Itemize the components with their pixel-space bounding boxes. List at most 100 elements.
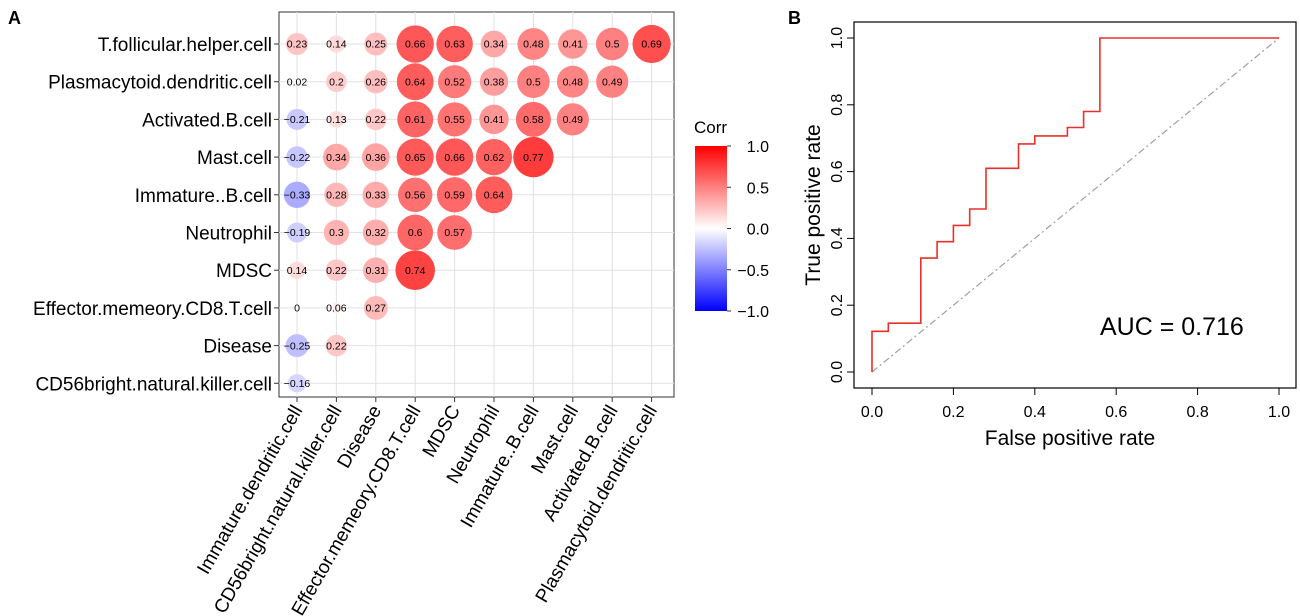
corr-circle	[397, 101, 434, 138]
corr-value-label: 0.32	[366, 227, 387, 239]
corr-circle	[396, 138, 434, 176]
corr-value-label: 0.3	[329, 227, 344, 239]
roc-plot-frame	[853, 21, 1297, 389]
y-tick-label: 0.8	[829, 94, 846, 116]
corr-cells: 0.23 0.14 0.25 0.66 0.63 0.34 0.48 0.41 0.5 0.69 0…	[283, 24, 671, 393]
corr-circle	[286, 108, 308, 130]
corr-circle	[513, 136, 554, 178]
corr-circle	[323, 219, 349, 246]
corr-circle	[435, 138, 474, 176]
corr-circle	[517, 28, 550, 60]
corr-value-label: 0.77	[523, 152, 544, 164]
corr-value-label: 0.64	[484, 190, 505, 202]
corr-value-label: 0.06	[326, 303, 347, 315]
corr-value-label: 0.41	[484, 114, 505, 126]
corr-value-label: −0.19	[284, 227, 311, 239]
row-label: Plasmacytoid.dendritic.cell	[48, 73, 272, 94]
corr-value-label: 0.2	[329, 76, 344, 88]
x-tick-label: 1.0	[1268, 404, 1290, 421]
corr-value-label: 0.28	[326, 190, 347, 202]
legend-tick-label: 1.0	[747, 139, 769, 156]
corr-value-label: 0.49	[602, 76, 623, 88]
corr-value-label: 0.48	[563, 76, 584, 88]
corr-value-label: 0.36	[366, 152, 387, 164]
roc-axes: 0.0 0.0 0.2 0.2 0.4 0.4 0.6 0.6 0.8 0.8 1.0 1.0	[829, 27, 1290, 421]
corr-circle	[475, 176, 513, 214]
legend-tick-label: 0.0	[747, 222, 769, 239]
corr-circle	[328, 111, 345, 128]
x-tick-label: 0.4	[1024, 404, 1046, 421]
corr-circle	[293, 78, 301, 85]
row-label: MDSC	[216, 261, 272, 282]
legend-tick-label: −0.5	[737, 263, 769, 280]
x-tick-label: 0.0	[861, 404, 883, 421]
row-labels: T.follicular.helper.cell Plasmacytoid.den…	[33, 35, 279, 395]
corr-circle	[287, 374, 307, 393]
corr-value-label: 0.26	[366, 76, 387, 88]
corr-circle	[437, 215, 472, 250]
corr-value-label: 0.66	[444, 152, 465, 164]
corr-value-label: 0.52	[444, 76, 465, 88]
corr-value-label: 0.57	[444, 227, 465, 239]
corr-value-label: 0.61	[405, 114, 426, 126]
corr-value-label: −0.21	[284, 114, 311, 126]
row-label: CD56bright.natural.killer.cell	[35, 374, 272, 395]
corr-value-label: −0.22	[284, 152, 311, 164]
corr-circle	[436, 177, 473, 213]
corr-value-label: −0.25	[284, 340, 311, 352]
corr-value-label: 0	[294, 303, 300, 315]
corr-circle	[480, 30, 508, 58]
x-tick-label: 0.2	[942, 404, 964, 421]
corr-value-label: 0.27	[366, 303, 387, 315]
corr-value-label: 0.41	[563, 39, 584, 51]
row-label: Immature..B.cell	[135, 186, 272, 207]
y-tick-label: 0.6	[829, 160, 846, 182]
x-tick-label: 0.6	[1105, 404, 1127, 421]
corr-circle	[330, 302, 343, 314]
x-axis-label: False positive rate	[985, 427, 1155, 450]
corr-circle	[327, 35, 346, 53]
corr-circle	[558, 29, 588, 59]
corr-circle	[515, 101, 551, 137]
corr-value-label: 0.66	[405, 39, 426, 51]
legend-color-bar	[695, 146, 727, 311]
corr-circle	[362, 181, 390, 209]
corr-circle	[325, 259, 348, 281]
corr-value-label: 0.23	[287, 39, 308, 51]
legend-title: Corr	[694, 118, 727, 137]
corr-circle	[283, 181, 311, 209]
corr-circle	[395, 250, 435, 290]
corr-circle	[324, 182, 349, 207]
corr-circle	[397, 177, 433, 213]
corr-value-label: 0.02	[287, 76, 308, 88]
corr-value-label: 0.64	[405, 76, 426, 88]
corr-circle	[556, 65, 589, 98]
corr-value-label: 0.25	[366, 39, 387, 51]
roc-diagonal-line	[871, 37, 1280, 373]
corr-value-label: 0.65	[405, 152, 426, 164]
y-tick-label: 0.2	[829, 294, 846, 316]
corr-circle	[365, 108, 387, 131]
corr-value-label: 0.14	[287, 265, 308, 277]
corr-circle	[362, 143, 390, 171]
corr-value-label: 0.49	[563, 114, 584, 126]
corr-value-label: 0.5	[605, 39, 620, 51]
corr-circle	[286, 222, 308, 243]
corr-value-label: 0.34	[326, 152, 347, 164]
corr-circle	[436, 25, 473, 63]
corr-circle	[286, 146, 308, 168]
corr-value-label: 0.74	[405, 265, 426, 277]
auc-annotation: AUC = 0.716	[1100, 313, 1244, 341]
corr-value-label: 0.63	[444, 39, 465, 51]
legend-tick-label: −1.0	[737, 304, 769, 321]
corr-circle	[396, 63, 434, 101]
corr-value-label: 0.58	[523, 114, 544, 126]
corr-circle	[362, 257, 389, 284]
corr-circle	[479, 104, 509, 135]
corr-circle	[295, 306, 299, 310]
corr-circle	[364, 32, 388, 56]
row-label: Disease	[203, 337, 272, 358]
corr-value-label: 0.59	[444, 190, 465, 202]
corr-circle	[396, 25, 434, 63]
